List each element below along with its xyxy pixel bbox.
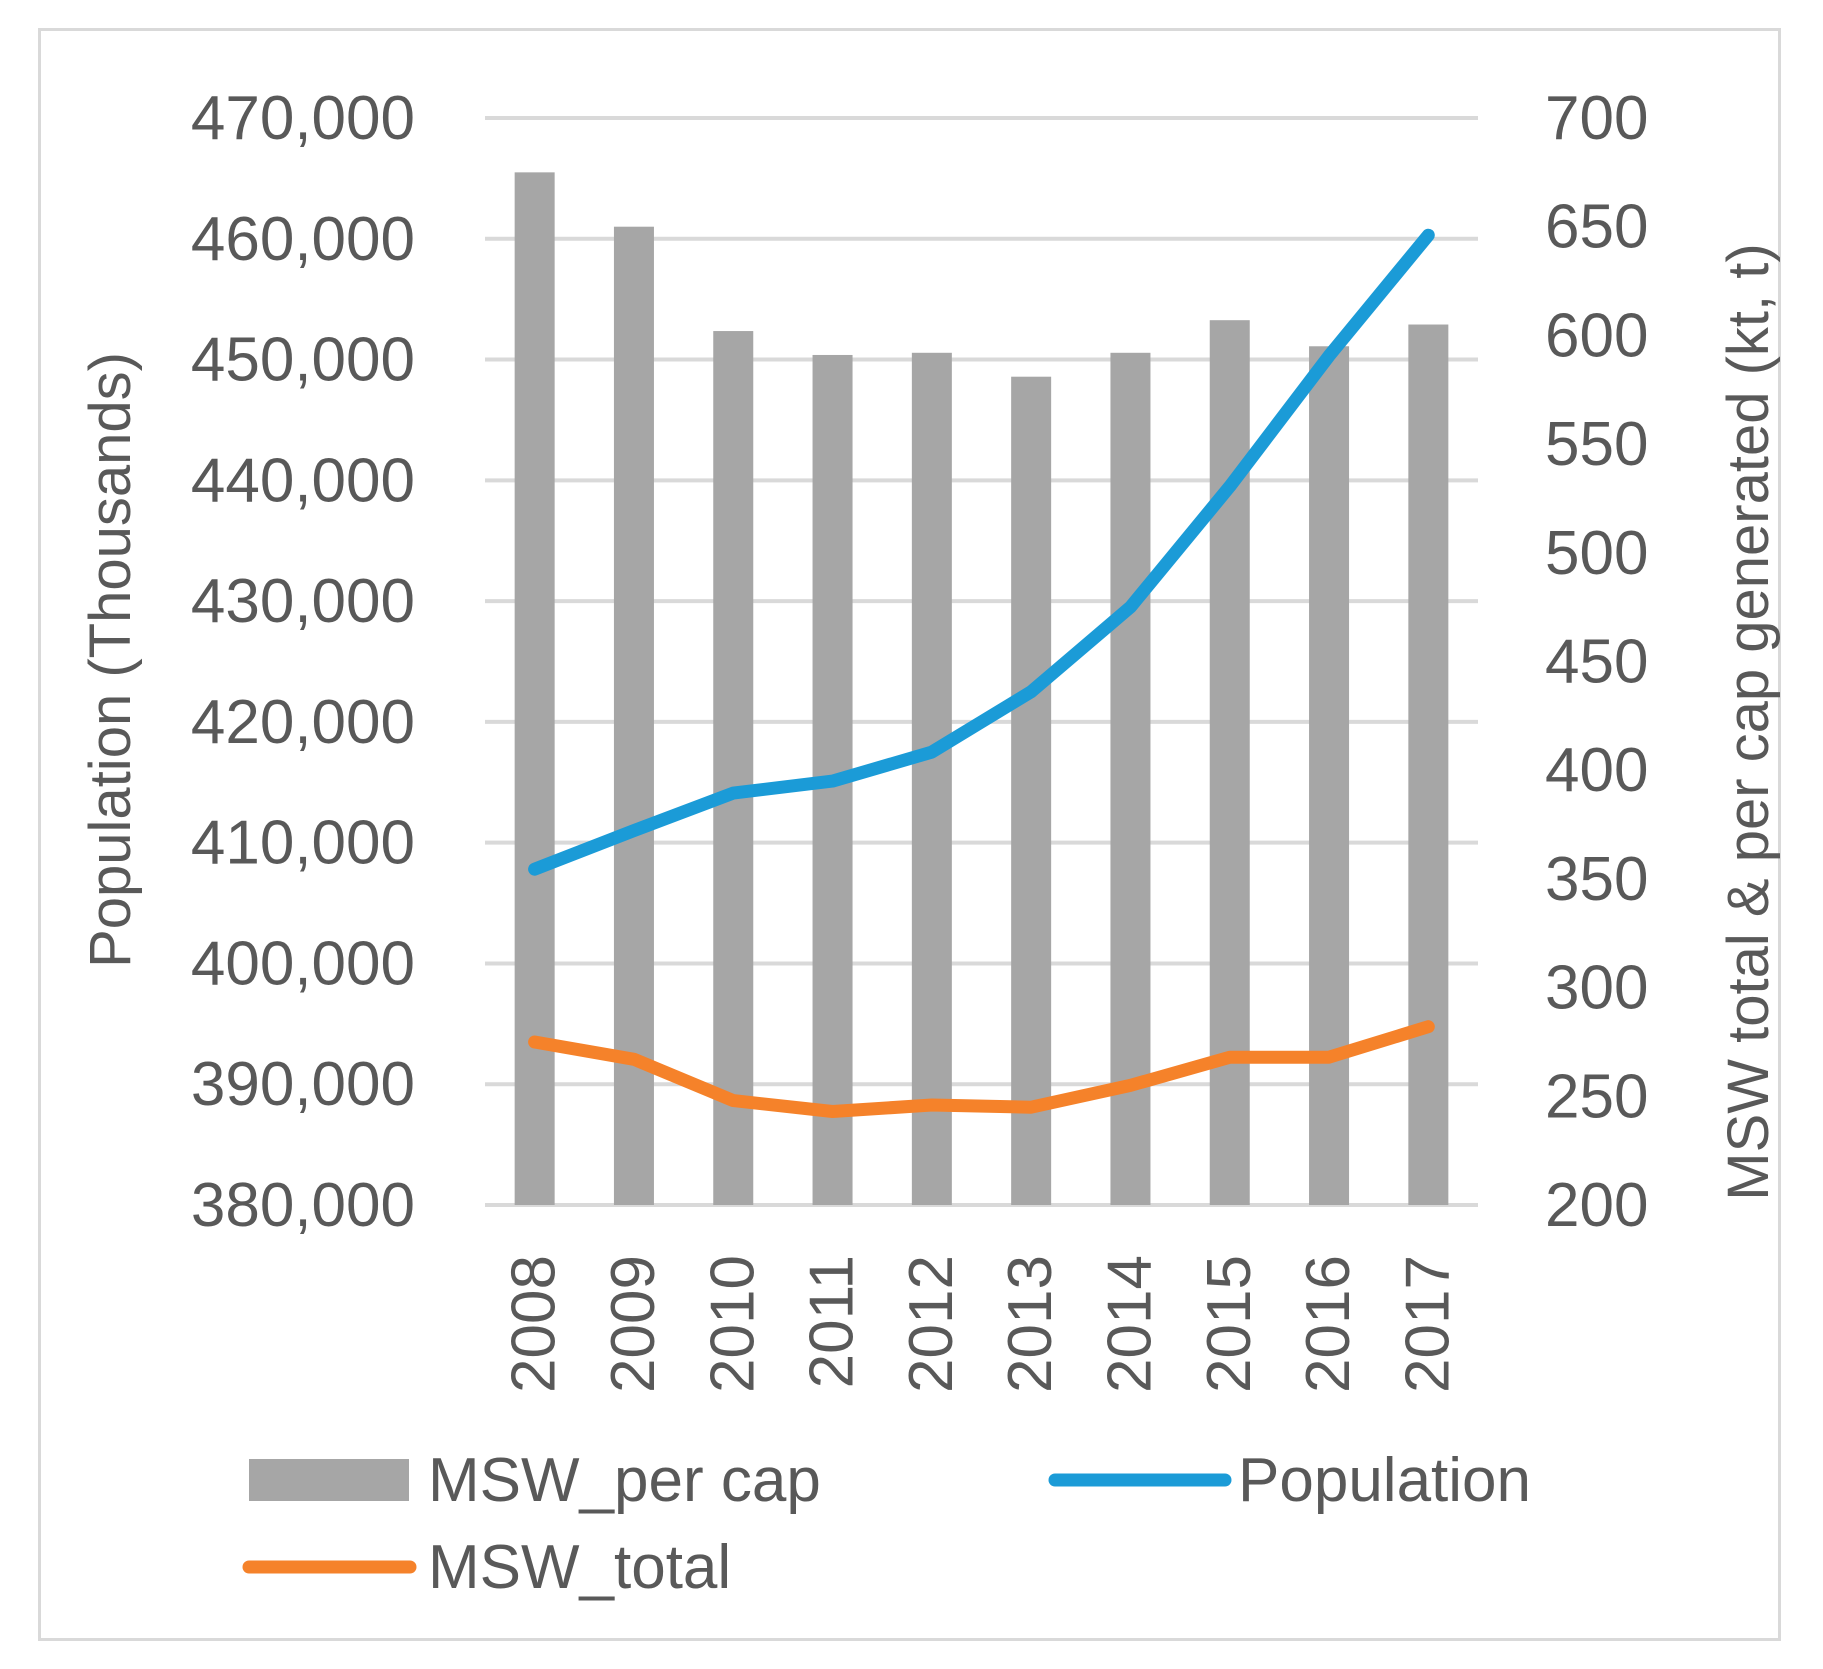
bar-msw-per-cap xyxy=(713,331,754,1205)
x-tick-label: 2012 xyxy=(897,1255,966,1393)
right-axis-title: MSW total & per cap generated (kt, t) xyxy=(1716,243,1781,1200)
left-tick-label: 470,000 xyxy=(191,84,415,153)
x-tick-label: 2015 xyxy=(1195,1255,1264,1393)
left-axis-ticks: 380,000 390,000 400,000 410,000 420,000 430,0… xyxy=(191,84,415,1240)
legend-swatch-msw-per-cap xyxy=(249,1459,409,1501)
right-tick-label: 450 xyxy=(1545,628,1648,697)
bar-msw-per-cap xyxy=(1110,352,1151,1205)
x-axis-ticks: 2008 2009 2010 2011 2012 2013 2014 2015 2016 2017 xyxy=(500,1255,1463,1393)
right-tick-label: 400 xyxy=(1545,736,1648,805)
legend-label-population: Population xyxy=(1238,1446,1531,1515)
left-tick-label: 390,000 xyxy=(191,1050,415,1119)
right-tick-label: 700 xyxy=(1545,84,1648,153)
bar-msw-per-cap xyxy=(1408,324,1449,1205)
left-tick-label: 410,000 xyxy=(191,809,415,878)
bar-msw-per-cap xyxy=(514,172,555,1206)
left-tick-label: 380,000 xyxy=(191,1171,415,1240)
bar-msw-per-cap xyxy=(1011,376,1052,1205)
left-tick-label: 430,000 xyxy=(191,567,415,636)
right-tick-label: 500 xyxy=(1545,519,1648,588)
right-tick-label: 650 xyxy=(1545,193,1648,262)
legend: MSW_per cap Population MSW_total xyxy=(242,1446,1531,1602)
legend-label-msw-per-cap: MSW_per cap xyxy=(428,1446,821,1515)
x-tick-label: 2008 xyxy=(500,1255,569,1393)
line-population xyxy=(528,228,1435,876)
bar-msw-per-cap xyxy=(1209,320,1250,1205)
x-tick-label: 2011 xyxy=(798,1255,867,1388)
left-tick-label: 460,000 xyxy=(191,205,415,274)
chart-frame xyxy=(38,28,1781,1641)
x-tick-label: 2013 xyxy=(996,1255,1065,1393)
bars-msw-per-cap xyxy=(514,172,1449,1206)
right-tick-label: 200 xyxy=(1545,1171,1648,1240)
left-tick-label: 450,000 xyxy=(191,326,415,395)
left-axis-title: Population (Thousands) xyxy=(78,352,143,968)
bar-msw-per-cap xyxy=(613,226,654,1205)
line-msw-total xyxy=(528,1020,1435,1118)
x-tick-label: 2014 xyxy=(1095,1255,1164,1393)
x-tick-label: 2017 xyxy=(1393,1255,1462,1393)
x-tick-label: 2016 xyxy=(1294,1255,1363,1393)
right-tick-label: 250 xyxy=(1545,1062,1648,1131)
left-tick-label: 440,000 xyxy=(191,446,415,515)
left-tick-label: 420,000 xyxy=(191,688,415,757)
right-tick-label: 300 xyxy=(1545,954,1648,1023)
bar-msw-per-cap xyxy=(1309,346,1350,1205)
series-lines xyxy=(528,228,1435,1118)
left-tick-label: 400,000 xyxy=(191,929,415,998)
right-tick-label: 350 xyxy=(1545,845,1648,914)
x-tick-label: 2009 xyxy=(599,1255,668,1393)
right-axis-ticks: 200 250 300 350 400 450 500 550 600 650 700 xyxy=(1545,84,1648,1240)
right-tick-label: 550 xyxy=(1545,410,1648,479)
x-tick-label: 2010 xyxy=(698,1255,767,1393)
legend-label-msw-total: MSW_total xyxy=(428,1533,731,1602)
bar-msw-per-cap xyxy=(911,352,952,1205)
right-tick-label: 600 xyxy=(1545,301,1648,370)
